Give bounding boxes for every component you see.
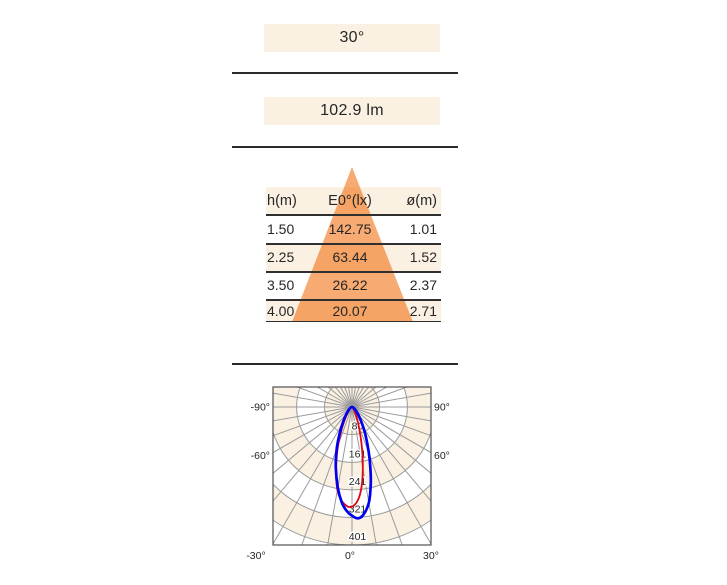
cell-diameter: 2.71: [409, 302, 437, 319]
radial-grid-line: [351, 406, 431, 437]
column-header-height: h(m): [267, 192, 297, 209]
radial-grid-line: [351, 406, 431, 454]
radial-grid-line: [351, 406, 431, 502]
table-row: 4.00 20.07 2.71: [266, 299, 441, 322]
cone-diagram: h(m) E0°(lx) ø(m) 1.50 142.75 1.01 2.25 …: [266, 167, 441, 323]
column-header-diameter: ø(m): [406, 192, 437, 209]
table-separator: [266, 320, 441, 322]
radial-grid-line: [273, 406, 353, 474]
radial-grid-line: [351, 406, 431, 545]
radial-grid-line: [273, 392, 353, 408]
cell-diameter: 1.52: [409, 249, 437, 265]
column-header-illuminance: E0°(lx): [328, 192, 372, 209]
radial-grid-line: [316, 387, 353, 408]
radial-grid-line: [351, 387, 388, 408]
angle-tick-label: -90°: [251, 402, 270, 414]
angle-tick-label: 30°: [423, 550, 439, 562]
angle-tick-label: 0°: [345, 550, 355, 562]
table-separator: [266, 243, 441, 245]
cell-height: 3.50: [267, 277, 295, 293]
cell-illuminance: 142.75: [328, 220, 372, 237]
cell-illuminance: 20.07: [332, 302, 368, 319]
radial-grid-line: [351, 387, 409, 408]
radial-grid-line: [351, 406, 431, 474]
cell-illuminance: 26.22: [332, 277, 368, 293]
cell-diameter: 2.37: [409, 277, 437, 293]
angle-tick-label: 90°: [434, 402, 450, 414]
table-row: 3.50 26.22 2.37: [266, 271, 441, 299]
radial-tick-arc: [273, 483, 431, 518]
table-separator: [266, 299, 441, 301]
chart-border: [272, 386, 432, 546]
beam-angle-value: 30°: [339, 29, 365, 46]
cell-height: 4.00: [267, 302, 295, 319]
radial-grid-line: [273, 406, 353, 454]
table-separator: [266, 214, 441, 216]
section-divider-1: [232, 72, 458, 74]
luminous-flux-value: 102.9 lm: [320, 102, 384, 119]
table-separator: [266, 271, 441, 273]
radial-tick-arc: [324, 387, 380, 435]
angle-tick-label: -60°: [251, 450, 270, 462]
cell-height: 2.25: [267, 249, 295, 265]
polar-grid: [273, 387, 431, 545]
radial-grid-line: [295, 387, 353, 408]
cell-height: 1.50: [267, 220, 295, 237]
angle-tick-label: 60°: [434, 450, 450, 462]
radial-grid-line: [273, 406, 353, 422]
radial-grid-line: [351, 392, 431, 408]
radial-tick-label: 401: [349, 531, 367, 543]
beam-angle-badge: 30°: [264, 24, 440, 52]
table-row: 1.50 142.75 1.01: [266, 214, 441, 243]
blue-curve: [334, 405, 373, 520]
radial-tick-arc: [273, 430, 431, 491]
cell-illuminance: 63.44: [332, 249, 368, 265]
angle-tick-label: -30°: [246, 550, 265, 562]
radial-grid-line: [273, 406, 353, 545]
radial-grid-line: [351, 406, 431, 422]
radial-grid-line: [327, 406, 353, 545]
radial-tick-label: 241: [349, 476, 367, 488]
luminous-flux-badge: 102.9 lm: [264, 97, 440, 125]
radial-grid-line: [273, 406, 353, 502]
section-divider-3: [232, 363, 458, 365]
radial-grid-line: [301, 406, 353, 545]
radial-tick-arc: [296, 387, 408, 463]
table-row: 2.25 63.44 1.52: [266, 243, 441, 271]
radial-grid-line: [351, 406, 403, 545]
radial-grid-line: [273, 406, 353, 437]
light-cone-triangle: [292, 167, 413, 322]
radial-tick-label: 161: [349, 448, 367, 460]
section-divider-2: [232, 146, 458, 148]
cell-diameter: 1.01: [409, 220, 437, 237]
radial-grid-line: [351, 406, 377, 545]
light-cone-shape: [292, 167, 413, 322]
